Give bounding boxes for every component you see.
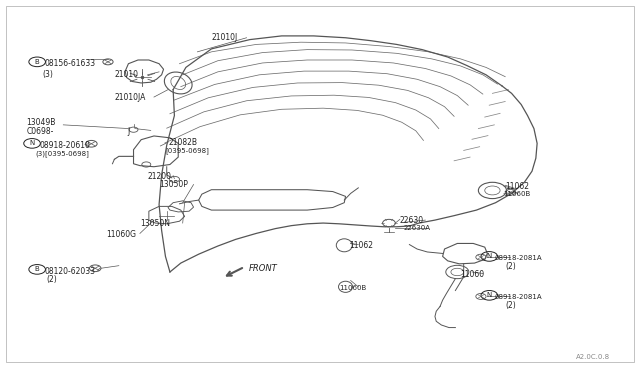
Text: 08918-2081A: 08918-2081A — [495, 294, 543, 300]
Text: 13049B: 13049B — [26, 119, 56, 128]
Text: 11062: 11062 — [505, 182, 529, 190]
Text: 11062: 11062 — [349, 241, 372, 250]
Text: 13050N: 13050N — [140, 219, 170, 228]
Text: 21010JA: 21010JA — [115, 93, 146, 102]
Text: 11060: 11060 — [461, 270, 484, 279]
Text: [0395-0698]: [0395-0698] — [166, 147, 209, 154]
Text: 21010: 21010 — [115, 70, 138, 79]
Text: 08156-61633: 08156-61633 — [44, 59, 95, 68]
Text: N: N — [486, 292, 492, 298]
Text: (3): (3) — [42, 70, 53, 79]
Text: 13050P: 13050P — [159, 180, 188, 189]
Text: 11060B: 11060B — [339, 285, 367, 291]
Text: (2): (2) — [505, 262, 516, 271]
Text: 08120-62033: 08120-62033 — [44, 267, 95, 276]
Text: N: N — [29, 140, 35, 146]
Text: J: J — [127, 126, 129, 136]
Text: FRONT: FRONT — [248, 264, 277, 273]
Text: 21010J: 21010J — [211, 33, 237, 42]
Text: 21200: 21200 — [148, 172, 172, 181]
Text: (2): (2) — [505, 301, 516, 310]
Text: B: B — [35, 59, 40, 65]
Text: N: N — [486, 253, 492, 259]
Text: 11060B: 11060B — [503, 191, 531, 197]
Text: (2): (2) — [47, 275, 58, 284]
Text: (3)[0395-0698]: (3)[0395-0698] — [36, 150, 90, 157]
Text: 22630: 22630 — [400, 216, 424, 225]
Text: 08918-2081A: 08918-2081A — [495, 255, 543, 261]
Text: 22630A: 22630A — [403, 225, 430, 231]
Text: 21082B: 21082B — [168, 138, 197, 147]
Text: C0698-: C0698- — [26, 126, 54, 136]
Text: 11060G: 11060G — [106, 230, 136, 239]
Text: 08918-20610: 08918-20610 — [39, 141, 90, 150]
Text: A2.0C.0.8: A2.0C.0.8 — [575, 354, 609, 360]
Text: B: B — [35, 266, 40, 272]
